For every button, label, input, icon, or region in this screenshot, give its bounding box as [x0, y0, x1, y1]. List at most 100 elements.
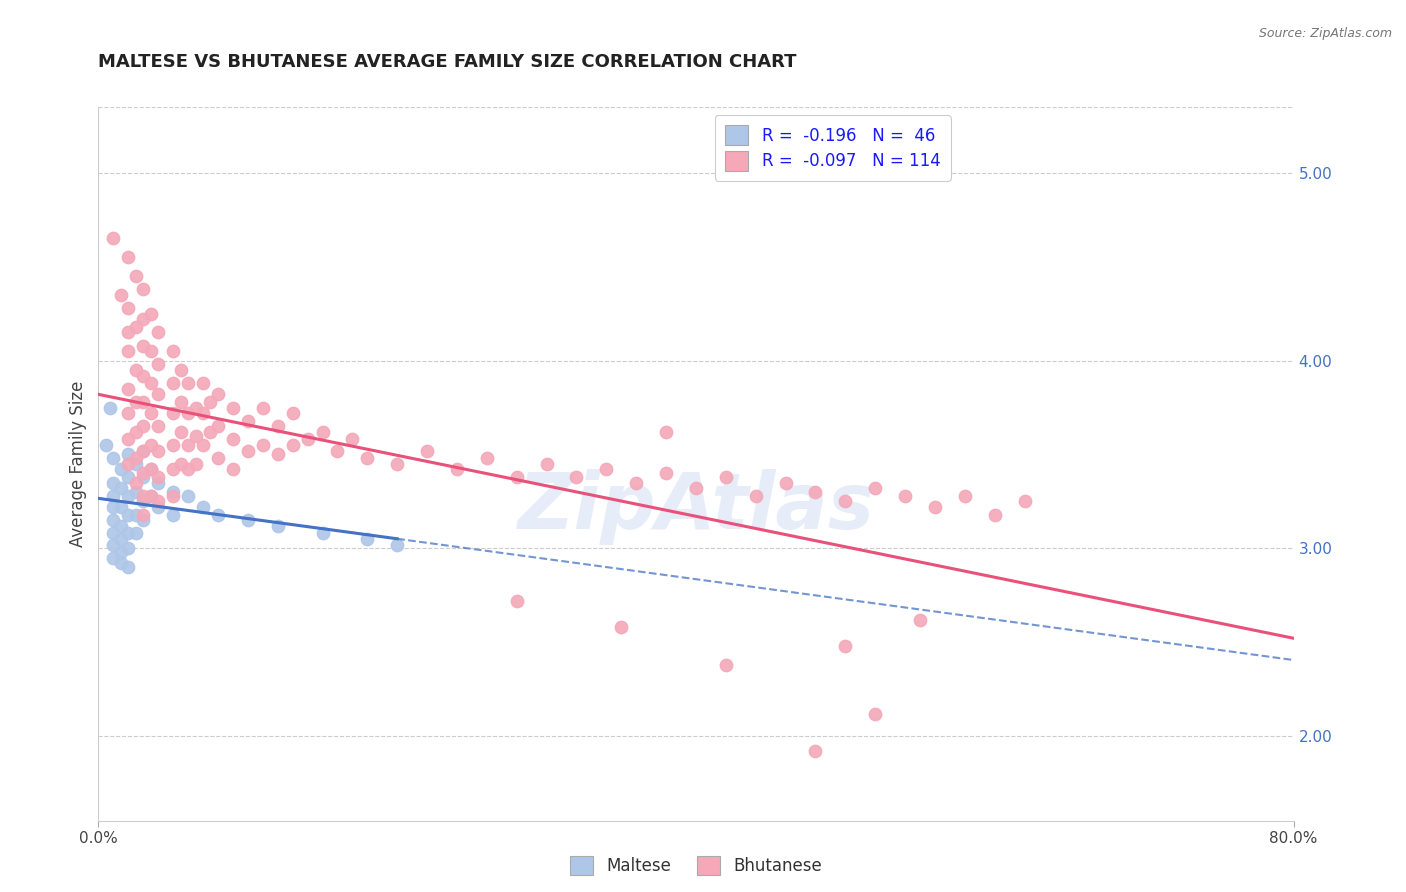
Point	[125, 363, 148, 377]
Point	[714, 470, 737, 484]
Point	[117, 489, 139, 503]
Point	[252, 438, 274, 452]
Point	[132, 467, 155, 481]
Point	[207, 419, 229, 434]
Point	[125, 475, 148, 490]
Point	[117, 541, 139, 556]
Text: ZipAtlas: ZipAtlas	[517, 468, 875, 545]
Point	[110, 288, 132, 302]
Point	[222, 462, 245, 476]
Point	[132, 513, 155, 527]
Point	[125, 485, 148, 500]
Point	[132, 338, 155, 352]
Point	[267, 419, 290, 434]
Point	[132, 395, 155, 409]
Point	[311, 526, 333, 541]
Point	[446, 462, 468, 476]
Point	[125, 268, 148, 283]
Point	[125, 425, 148, 439]
Point	[385, 457, 409, 471]
Point	[139, 462, 162, 476]
Point	[804, 744, 827, 758]
Point	[200, 425, 222, 439]
Point	[222, 433, 245, 447]
Point	[169, 395, 191, 409]
Point	[117, 326, 139, 340]
Point	[117, 382, 139, 396]
Point	[139, 307, 162, 321]
Point	[385, 538, 409, 552]
Point	[125, 508, 148, 522]
Point	[252, 401, 274, 415]
Point	[236, 513, 259, 527]
Point	[177, 376, 200, 390]
Point	[207, 508, 229, 522]
Point	[191, 406, 214, 420]
Point	[117, 250, 139, 264]
Point	[236, 443, 259, 458]
Point	[110, 557, 132, 571]
Point	[685, 481, 707, 495]
Point	[356, 451, 378, 466]
Point	[326, 443, 349, 458]
Point	[162, 376, 184, 390]
Point	[103, 451, 125, 466]
Point	[506, 594, 529, 608]
Point	[177, 406, 200, 420]
Point	[924, 500, 946, 514]
Point	[148, 470, 170, 484]
Point	[565, 470, 588, 484]
Point	[984, 508, 1007, 522]
Point	[117, 508, 139, 522]
Point	[745, 489, 768, 503]
Point	[908, 613, 931, 627]
Point	[132, 489, 155, 503]
Point	[110, 518, 132, 533]
Point	[311, 425, 333, 439]
Point	[117, 433, 139, 447]
Point	[125, 526, 148, 541]
Point	[117, 457, 139, 471]
Point	[125, 395, 148, 409]
Point	[103, 526, 125, 541]
Point	[834, 494, 856, 508]
Point	[148, 443, 170, 458]
Point	[117, 526, 139, 541]
Point	[110, 481, 132, 495]
Point	[103, 500, 125, 514]
Point	[110, 500, 132, 514]
Point	[207, 387, 229, 401]
Point	[125, 319, 148, 334]
Point	[132, 470, 155, 484]
Point	[125, 451, 148, 466]
Point	[103, 231, 125, 245]
Point	[865, 481, 887, 495]
Point	[626, 475, 648, 490]
Point	[184, 457, 207, 471]
Point	[200, 395, 222, 409]
Point	[714, 657, 737, 672]
Point	[132, 282, 155, 296]
Point	[191, 500, 214, 514]
Point	[148, 494, 170, 508]
Point	[804, 485, 827, 500]
Point	[475, 451, 498, 466]
Point	[139, 376, 162, 390]
Point	[132, 443, 155, 458]
Point	[184, 428, 207, 442]
Point	[132, 419, 155, 434]
Point	[162, 485, 184, 500]
Point	[132, 368, 155, 383]
Point	[356, 532, 378, 546]
Point	[162, 508, 184, 522]
Point	[162, 344, 184, 359]
Point	[125, 457, 148, 471]
Point	[139, 406, 162, 420]
Text: Source: ZipAtlas.com: Source: ZipAtlas.com	[1258, 27, 1392, 40]
Point	[191, 376, 214, 390]
Point	[655, 467, 678, 481]
Point	[139, 462, 162, 476]
Point	[148, 419, 170, 434]
Point	[267, 518, 290, 533]
Point	[162, 438, 184, 452]
